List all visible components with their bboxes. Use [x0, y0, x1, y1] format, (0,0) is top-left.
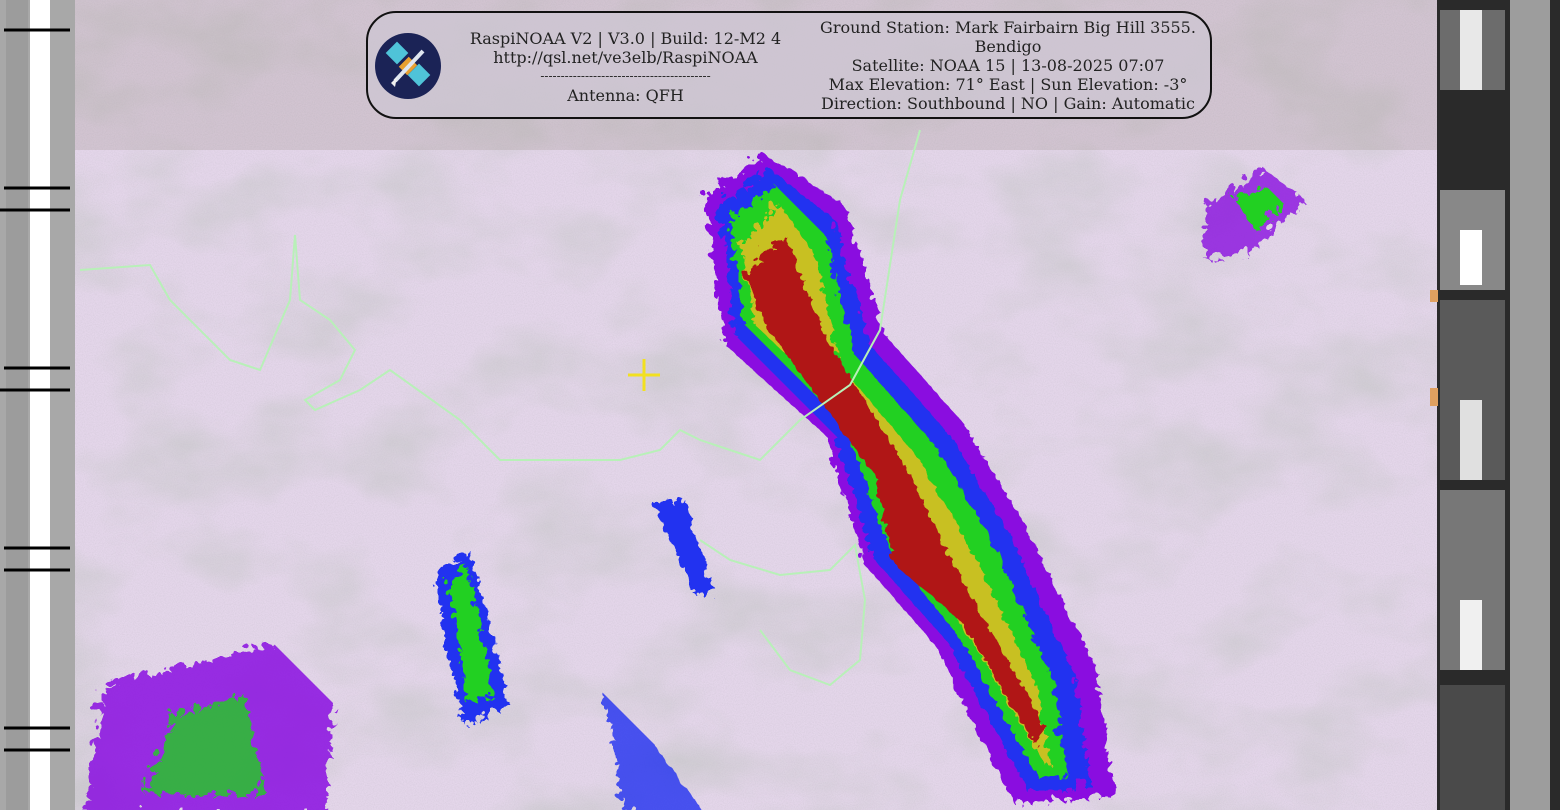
left-telemetry-strip: [0, 0, 75, 810]
pass-details: Ground Station: Mark Fairbairn Big Hill …: [808, 18, 1208, 113]
pass-info-header: RaspiNOAA V2 | V3.0 | Build: 12-M2 4 htt…: [366, 11, 1212, 119]
elevation-text: Max Elevation: 71° East | Sun Elevation:…: [828, 75, 1188, 94]
version-text: RaspiNOAA V2 | V3.0 | Build: 12-M2 4: [469, 29, 782, 48]
project-url-link[interactable]: http://qsl.net/ve3elb/RaspiNOAA: [493, 48, 758, 67]
direction-text: Direction: Southbound | NO | Gain: Autom…: [821, 94, 1195, 113]
software-info: RaspiNOAA V2 | V3.0 | Build: 12-M2 4 htt…: [458, 29, 793, 105]
coastline-overlay: [79, 129, 921, 687]
right-telemetry-strip: [1430, 0, 1560, 810]
ground-station-city-text: Bendigo: [974, 37, 1042, 56]
satellite-text: Satellite: NOAA 15 | 13-08-2025 07:07: [851, 56, 1165, 75]
ground-station-text: Ground Station: Mark Fairbairn Big Hill …: [820, 18, 1196, 37]
satellite-icon: [375, 33, 441, 99]
antenna-text: Antenna: QFH: [567, 86, 684, 105]
separator-text: ----------------------------------------…: [540, 69, 711, 83]
ground-station-crosshair: [628, 359, 660, 391]
storm-cloud-band: [80, 150, 1300, 810]
